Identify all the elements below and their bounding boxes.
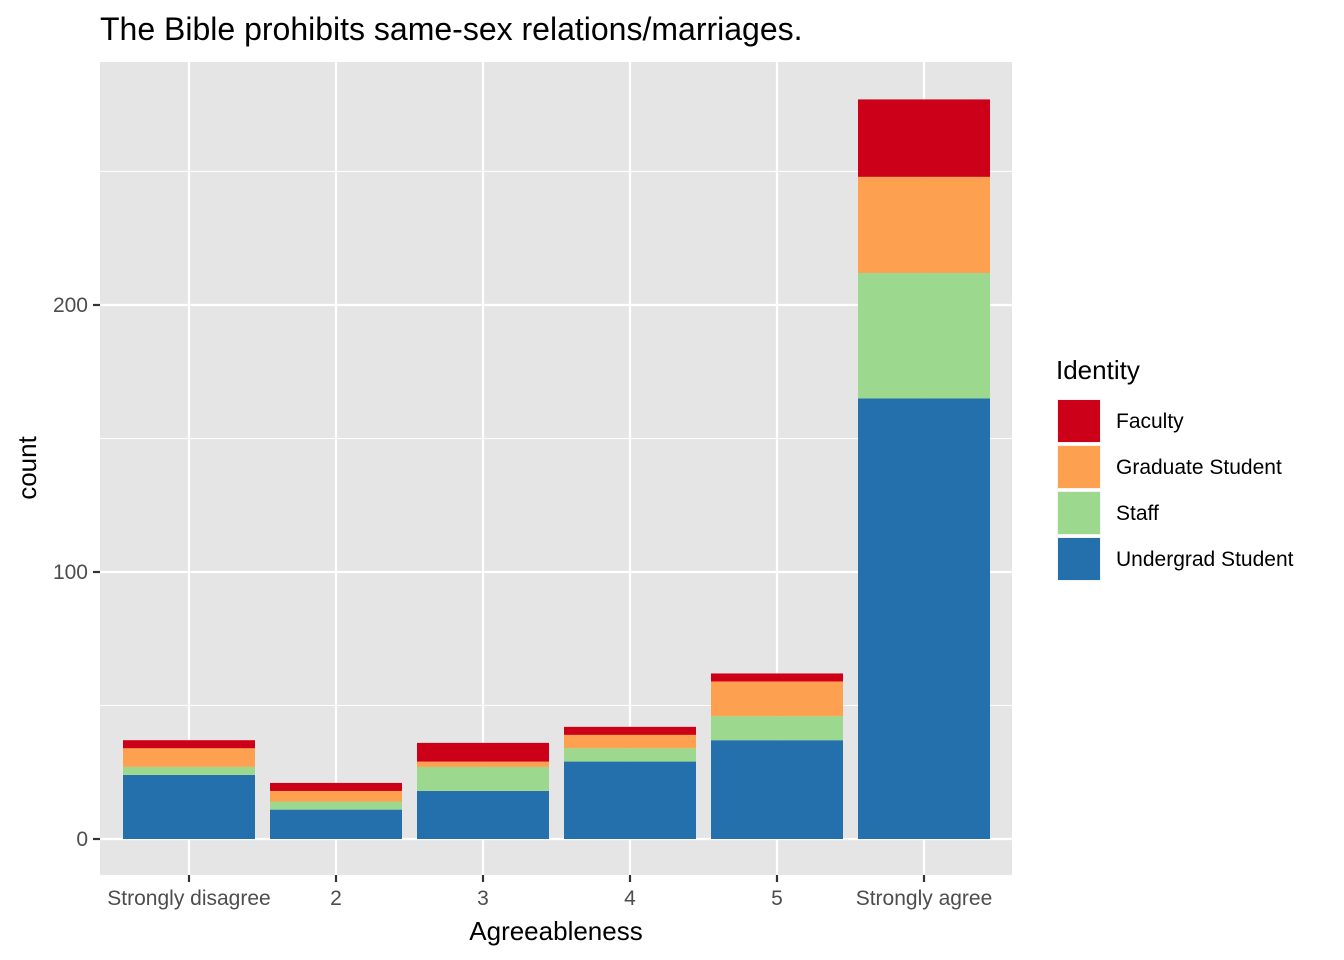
legend-label: Staff — [1116, 502, 1159, 525]
bar-segment — [711, 740, 843, 839]
legend-label: Undergrad Student — [1116, 548, 1294, 571]
x-axis-title: Agreeableness — [469, 916, 642, 946]
bar-segment — [123, 766, 255, 775]
x-tick-label: 2 — [330, 887, 342, 910]
y-tick-label: 0 — [76, 828, 88, 851]
bar-segment — [858, 272, 990, 399]
bar-segment — [417, 761, 549, 767]
bar-segment — [858, 176, 990, 273]
bar-segment — [858, 99, 990, 177]
legend-swatch — [1058, 538, 1100, 580]
bar-segment — [270, 809, 402, 839]
bar-segment — [417, 766, 549, 791]
bar-segment — [417, 790, 549, 839]
legend-label: Faculty — [1116, 410, 1184, 433]
x-tick-label: 3 — [477, 887, 489, 910]
legend-title: Identity — [1056, 355, 1140, 385]
bar-segment — [270, 801, 402, 810]
bar-segment — [711, 681, 843, 717]
legend-swatch — [1058, 492, 1100, 534]
bar-segment — [711, 673, 843, 682]
bar-segment — [270, 790, 402, 802]
bars — [123, 99, 990, 839]
x-tick-label: Strongly disagree — [107, 887, 270, 910]
x-tick-label: 4 — [624, 887, 636, 910]
x-tick-label: Strongly agree — [856, 887, 993, 910]
y-tick-label: 100 — [53, 561, 88, 584]
bar-segment — [564, 761, 696, 839]
bar-segment — [417, 742, 549, 762]
legend-swatch — [1058, 446, 1100, 488]
bar-segment — [123, 774, 255, 839]
x-tick-label: 5 — [771, 887, 783, 910]
y-tick-label: 200 — [53, 294, 88, 317]
axes: 0 100 200 Strongly disagree 2 3 4 5 Strongly agr… — [53, 294, 992, 910]
bar-segment — [858, 398, 990, 839]
legend-swatch — [1058, 400, 1100, 442]
chart-title: The Bible prohibits same-sex relations/m… — [100, 11, 803, 47]
bar-segment — [564, 726, 696, 735]
bar-segment — [270, 782, 402, 791]
bar-segment — [564, 734, 696, 749]
bar-segment — [711, 716, 843, 741]
legend: Identity Faculty Graduate Student Staff Und… — [1056, 355, 1294, 581]
legend-label: Graduate Student — [1116, 456, 1282, 479]
bar-segment — [564, 748, 696, 762]
y-axis-title: count — [12, 435, 42, 499]
bar-segment — [123, 748, 255, 767]
bar-segment — [123, 740, 255, 749]
